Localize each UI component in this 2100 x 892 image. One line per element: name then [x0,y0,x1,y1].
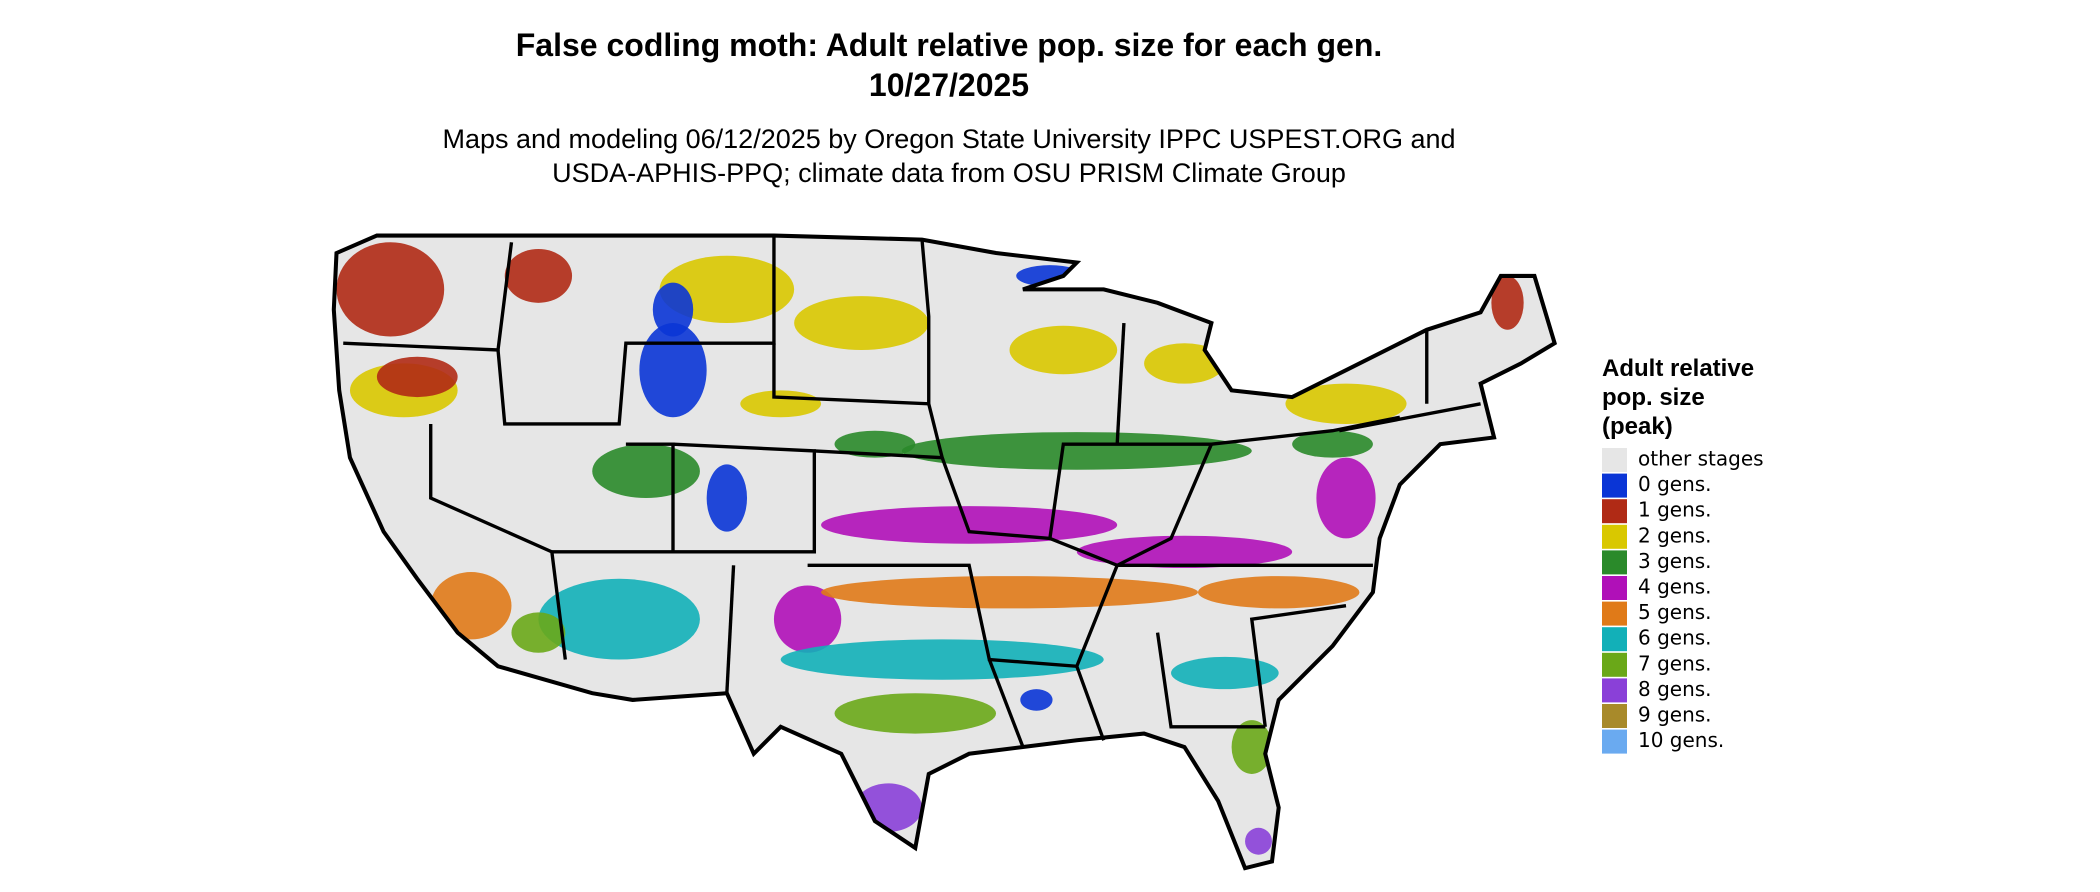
legend-title: (peak) [1602,413,1673,440]
generation-area [740,390,822,418]
generation-area [821,576,1198,609]
generation-area [780,639,1104,680]
legend-label: 1 gens. [1638,498,1712,522]
us-outline [331,233,1558,871]
legend-label: 5 gens. [1638,600,1712,624]
subtitle: USDA-APHIS-PPQ; climate data from OSU PR… [552,158,1346,188]
generation-area [794,296,929,350]
legend-swatch [1602,627,1627,652]
generation-area [592,444,700,499]
generation-area [652,282,694,337]
generation-area [504,249,573,303]
generation-area [1491,275,1524,330]
generation-area [376,356,458,398]
generation-area [639,323,707,418]
legend-swatch [1602,729,1627,754]
generation-area [1009,325,1118,375]
legend-label: 6 gens. [1638,626,1712,650]
legend-label: 2 gens. [1638,523,1712,547]
generation-area [538,578,700,660]
generation-area [854,783,923,832]
legend-swatch [1602,473,1627,498]
legend-swatch [1602,601,1627,626]
legend-label: 3 gens. [1638,549,1712,573]
legend-label: 9 gens. [1638,703,1712,727]
generation-area [1292,430,1373,458]
generation-area [430,572,512,640]
generation-area [901,432,1252,470]
generation-area [1171,656,1279,690]
legend-swatch [1602,576,1627,600]
generation-area [659,255,795,324]
state-borders [343,235,1481,748]
generation-area [1197,576,1360,609]
generation-area [821,506,1118,544]
legend-swatch [1602,499,1627,524]
generation-area [834,693,997,734]
legend-label: other stages [1638,447,1764,471]
legend-swatch [1602,704,1627,728]
legend-label: 8 gens. [1638,677,1712,701]
us-map [331,233,1558,871]
generation-area [706,464,748,532]
legend-label: 10 gens. [1638,728,1724,752]
generation-area [1285,383,1407,424]
generation-area [1020,689,1053,711]
legend-swatch [1602,448,1627,472]
legend-title: Adult relative [1602,355,1754,382]
generation-area [1245,827,1272,855]
generation-area [1231,720,1272,774]
legend-swatch [1602,524,1627,549]
title-date: 10/27/2025 [869,67,1029,103]
legend-swatch [1602,550,1627,575]
legend-label: 0 gens. [1638,472,1712,496]
legend-swatch [1602,652,1627,677]
generation-area [834,430,916,458]
legend-title: pop. size [1602,384,1705,411]
generation-area [1316,457,1376,539]
generation-area [773,585,842,653]
title: False codling moth: Adult relative pop. … [516,27,1383,63]
generation-area [336,242,445,337]
generation-area [511,612,566,653]
subtitle: Maps and modeling 06/12/2025 by Oregon S… [442,124,1455,154]
legend-label: 4 gens. [1638,575,1712,599]
legend-swatch [1602,678,1627,703]
land [333,235,1555,869]
legend-label: 7 gens. [1638,651,1712,675]
